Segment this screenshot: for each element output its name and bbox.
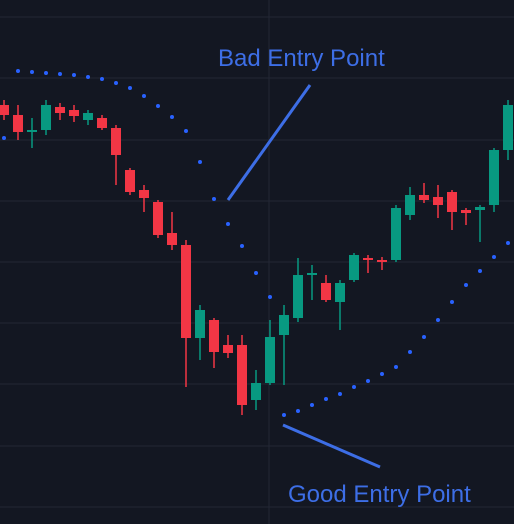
candle-body (307, 273, 317, 275)
candle-body (167, 233, 177, 245)
candle-body (405, 195, 415, 215)
sar-dot (296, 409, 300, 413)
candle-body (83, 113, 93, 120)
sar-dot (338, 392, 342, 396)
sar-dot (100, 77, 104, 81)
sar-dot (142, 94, 146, 98)
sar-dot (506, 241, 510, 245)
candle-body (419, 195, 429, 200)
sar-dot (254, 271, 258, 275)
sar-dot (478, 269, 482, 273)
candle-body (447, 192, 457, 212)
candle-body (111, 128, 121, 155)
sar-dot (16, 69, 20, 73)
sar-dot (212, 197, 216, 201)
candle-body (335, 283, 345, 302)
sar-dot (86, 75, 90, 79)
candle-body (321, 283, 331, 300)
sar-dot (114, 81, 118, 85)
candle-body (433, 197, 443, 205)
candle-body (55, 107, 65, 113)
candle-body (391, 208, 401, 260)
candle-body (377, 260, 387, 262)
candle-body (363, 258, 373, 260)
sar-dot (282, 413, 286, 417)
candle-body (153, 202, 163, 235)
annotation-arrow (282, 423, 381, 469)
sar-dot (492, 255, 496, 259)
sar-dot (436, 318, 440, 322)
sar-dot (198, 160, 202, 164)
candle-body (125, 170, 135, 192)
sar-dot (310, 403, 314, 407)
candle-body (27, 130, 37, 132)
sar-dot (128, 86, 132, 90)
candle-body (265, 337, 275, 383)
sar-dot (2, 136, 6, 140)
sar-dot (268, 295, 272, 299)
candle-body (13, 115, 23, 132)
sar-dot (72, 73, 76, 77)
sar-dot (184, 129, 188, 133)
candle-body (279, 315, 289, 335)
candle-body (293, 275, 303, 318)
sar-dot (156, 104, 160, 108)
sar-dot (394, 365, 398, 369)
sar-dot (170, 115, 174, 119)
candle-body (349, 255, 359, 280)
candle-body (475, 207, 485, 210)
annotation: Bad Entry Point (218, 45, 385, 72)
sar-dot (44, 71, 48, 75)
marks (0, 69, 513, 417)
candle-body (503, 105, 513, 150)
sar-dot (450, 300, 454, 304)
candle-body (139, 190, 149, 198)
candle-body (69, 110, 79, 116)
sar-dot (408, 350, 412, 354)
candle-body (209, 320, 219, 352)
candle-body (251, 383, 261, 400)
sar-dot (324, 397, 328, 401)
candle-body (223, 345, 233, 353)
sar-dot (366, 379, 370, 383)
candle-body (97, 118, 107, 128)
candle-body (0, 105, 9, 115)
annotation: Good Entry Point (288, 481, 471, 508)
candle-body (237, 345, 247, 405)
sar-dot (240, 244, 244, 248)
sar-dot (464, 283, 468, 287)
sar-dot (380, 372, 384, 376)
candle-body (489, 150, 499, 205)
candle-body (41, 105, 51, 130)
candle-body (461, 210, 471, 213)
sar-dot (352, 385, 356, 389)
candle-body (181, 245, 191, 338)
annotation-arrow (226, 84, 312, 201)
sar-dot (58, 72, 62, 76)
sar-dot (422, 335, 426, 339)
candle-body (195, 310, 205, 338)
sar-dot (226, 222, 230, 226)
sar-dot (30, 70, 34, 74)
